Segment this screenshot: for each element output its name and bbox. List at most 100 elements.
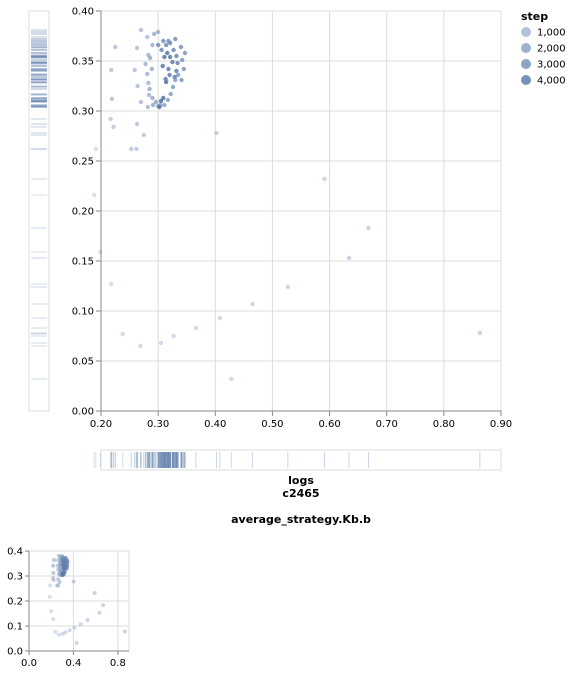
data-point — [155, 29, 161, 35]
mini-data-point — [61, 566, 66, 571]
data-point — [150, 102, 156, 108]
mini-data-point — [122, 629, 127, 634]
legend-label: 1,000 — [537, 28, 566, 39]
data-point — [109, 96, 115, 102]
data-point — [138, 343, 143, 349]
data-point — [162, 102, 167, 108]
x-rug-marks — [93, 452, 481, 468]
data-point — [157, 104, 162, 110]
x-rug-plot — [93, 449, 502, 471]
data-point — [138, 99, 144, 105]
data-point — [193, 325, 199, 331]
data-point — [171, 333, 176, 339]
data-point — [346, 255, 352, 261]
chart-title: average_strategy.Kb.b — [231, 513, 371, 526]
data-point — [109, 67, 114, 73]
mini-data-point — [101, 603, 106, 608]
mini-points — [47, 553, 127, 645]
mini-data-point — [49, 609, 54, 614]
data-point — [250, 301, 255, 307]
data-point — [178, 44, 184, 50]
data-point — [175, 60, 180, 66]
legend-entries: 1,000 2,000 3,000 4,000 — [521, 27, 566, 87]
data-point — [93, 146, 99, 152]
data-point — [366, 225, 371, 231]
mini-y-tick-label: 0.0 — [7, 647, 23, 658]
data-point — [229, 376, 234, 382]
data-point — [322, 176, 327, 182]
x-tick-label: 0.30 — [147, 419, 169, 430]
data-point — [174, 53, 179, 59]
x-axis-subtitle: c2465 — [282, 487, 319, 500]
legend-label: 3,000 — [537, 60, 566, 71]
mini-data-point — [85, 618, 90, 622]
mini-y-tick-label: 0.1 — [7, 622, 23, 633]
data-point — [132, 67, 137, 73]
main-y-ticks: 0.00 0.05 0.10 0.15 0.20 0.25 0.30 0.35 0.40 — [72, 7, 101, 418]
y-tick-label: 0.15 — [72, 257, 94, 268]
mini-data-point — [97, 610, 102, 615]
mini-data-point — [51, 578, 56, 582]
y-tick-label: 0.40 — [72, 7, 94, 18]
legend-symbol — [521, 59, 531, 69]
mini-x-tick-label: 0.8 — [110, 658, 126, 669]
data-point — [170, 84, 176, 90]
mini-data-point — [56, 583, 61, 588]
legend-title: step — [521, 10, 548, 23]
mini-data-point — [72, 625, 77, 630]
data-point — [165, 97, 171, 103]
data-point — [171, 47, 176, 53]
mini-data-point — [56, 632, 61, 637]
y-tick-label: 0.20 — [72, 207, 94, 218]
y-rug-frame — [28, 10, 50, 412]
mini-data-point — [48, 583, 53, 588]
data-point — [170, 59, 175, 65]
data-point — [138, 27, 144, 33]
x-tick-label: 0.20 — [90, 419, 112, 430]
data-point — [167, 54, 173, 60]
data-point — [167, 40, 173, 46]
data-point — [134, 146, 139, 152]
mini-data-point — [67, 628, 72, 633]
mini-data-point — [63, 630, 68, 635]
y-tick-label: 0.30 — [72, 107, 94, 118]
data-point — [163, 79, 169, 85]
data-point — [108, 116, 113, 122]
y-rug-marks — [31, 29, 47, 380]
x-tick-label: 0.50 — [261, 419, 283, 430]
mini-y-tick-label: 0.4 — [7, 547, 23, 558]
main-gridlines — [100, 10, 502, 412]
data-point — [129, 146, 134, 152]
data-point — [161, 38, 166, 44]
data-point — [151, 31, 157, 37]
mini-data-point — [51, 617, 56, 622]
mini-data-point — [92, 591, 97, 595]
mini-data-point — [60, 573, 65, 577]
data-point — [120, 331, 125, 337]
data-point — [150, 42, 155, 48]
data-point — [91, 192, 97, 198]
mini-data-point — [56, 577, 61, 582]
x-rug-frame — [100, 449, 502, 471]
mini-plot: 0.0 0.4 0.8 0.0 0.1 0.2 0.3 0.4 — [7, 547, 130, 669]
data-point — [477, 330, 483, 336]
x-tick-label: 0.60 — [318, 419, 340, 430]
data-point — [175, 72, 181, 78]
data-point — [174, 68, 179, 74]
data-point — [150, 95, 155, 101]
data-point — [217, 315, 223, 321]
data-point — [135, 83, 140, 89]
data-point — [134, 121, 140, 127]
mini-data-point — [52, 558, 56, 562]
data-point — [155, 42, 161, 48]
data-point — [159, 47, 164, 53]
data-point — [173, 36, 178, 42]
data-point — [172, 74, 177, 80]
mini-data-point — [47, 595, 52, 599]
data-point — [158, 340, 164, 346]
legend: step 1,000 2,000 3,000 4,000 — [521, 10, 566, 87]
data-point — [134, 45, 140, 51]
y-tick-label: 0.35 — [72, 57, 94, 68]
mini-y-tick-label: 0.3 — [7, 572, 23, 583]
